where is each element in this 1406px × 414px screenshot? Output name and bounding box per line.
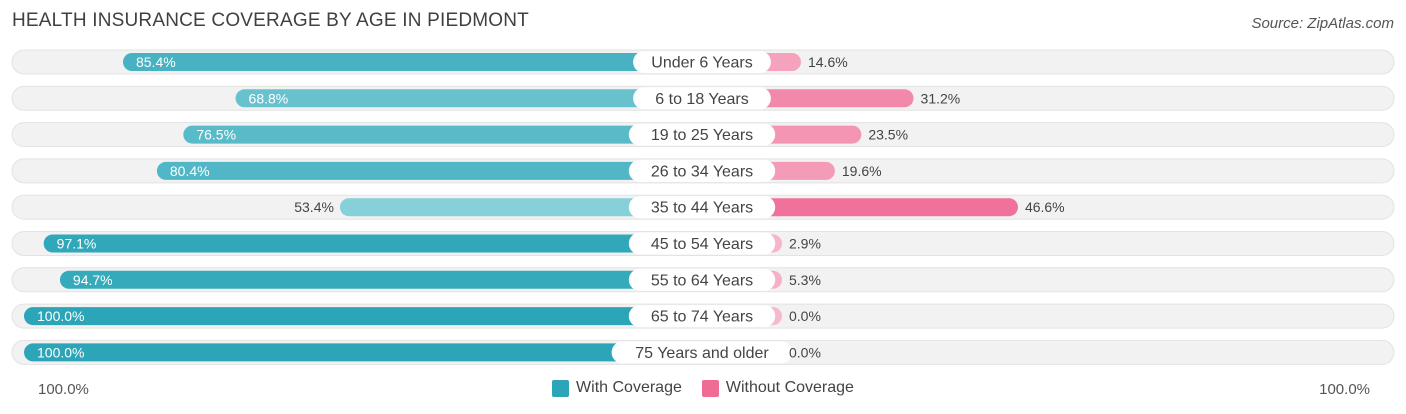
category-label: Under 6 Years xyxy=(651,55,752,72)
category-label: 55 to 64 Years xyxy=(651,272,753,289)
value-label-with-coverage: 76.5% xyxy=(196,127,236,143)
legend: With Coverage Without Coverage xyxy=(0,379,1406,397)
category-label: 26 to 34 Years xyxy=(651,163,753,180)
category-pill xyxy=(628,123,776,146)
value-label-without-coverage: 14.6% xyxy=(808,54,848,70)
category-pill xyxy=(611,341,793,364)
category-pill xyxy=(628,232,776,255)
bar-with-coverage xyxy=(43,234,703,253)
category-pill xyxy=(628,159,776,182)
legend-label-with-coverage: With Coverage xyxy=(576,379,682,396)
category-label: 6 to 18 Years xyxy=(655,91,748,108)
chart-title: HEALTH INSURANCE COVERAGE BY AGE IN PIED… xyxy=(12,10,529,31)
value-label-with-coverage: 80.4% xyxy=(170,163,210,179)
bar-with-coverage xyxy=(156,161,702,180)
category-label: 19 to 25 Years xyxy=(651,127,753,144)
category-label: 65 to 74 Years xyxy=(651,309,753,326)
category-pill xyxy=(628,196,776,219)
value-label-without-coverage: 2.9% xyxy=(789,236,821,252)
value-label-without-coverage: 0.0% xyxy=(789,344,821,360)
legend-item-with-coverage: With Coverage xyxy=(552,379,682,397)
category-label: 35 to 44 Years xyxy=(651,200,753,217)
bar-with-coverage xyxy=(235,89,702,108)
bar-with-coverage xyxy=(24,307,702,326)
value-label-with-coverage: 68.8% xyxy=(249,90,289,106)
bar-with-coverage xyxy=(24,343,702,362)
legend-item-without-coverage: Without Coverage xyxy=(701,379,854,397)
value-label-with-coverage: 100.0% xyxy=(37,344,84,360)
value-label-with-coverage: 100.0% xyxy=(37,308,84,324)
value-label-with-coverage: 97.1% xyxy=(57,236,97,252)
axis-right-label: 100.0% xyxy=(1319,381,1370,398)
axis-left-label: 100.0% xyxy=(38,381,89,398)
value-label-without-coverage: 19.6% xyxy=(842,163,882,179)
bar-with-coverage xyxy=(339,198,702,217)
bar-with-coverage xyxy=(59,270,702,289)
category-pill xyxy=(628,305,776,328)
legend-swatch-with-coverage xyxy=(552,379,570,397)
category-pill xyxy=(633,51,771,73)
value-label-with-coverage: 85.4% xyxy=(136,54,176,70)
value-label-with-coverage: 53.4% xyxy=(294,199,334,215)
bar-without-coverage xyxy=(702,198,1018,217)
legend-label-without-coverage: Without Coverage xyxy=(725,379,854,396)
value-label-without-coverage: 31.2% xyxy=(921,90,961,106)
category-label: 45 to 54 Years xyxy=(651,236,753,253)
legend-swatch-without-coverage xyxy=(701,379,719,397)
value-label-without-coverage: 0.0% xyxy=(789,308,821,324)
value-label-without-coverage: 46.6% xyxy=(1025,199,1065,215)
value-label-without-coverage: 5.3% xyxy=(789,272,821,288)
category-pill xyxy=(628,268,776,291)
source-credit: Source: ZipAtlas.com xyxy=(1251,15,1394,32)
value-label-without-coverage: 23.5% xyxy=(868,127,908,143)
bar-with-coverage xyxy=(122,53,703,71)
category-pill xyxy=(633,87,771,110)
category-label: 75 Years and older xyxy=(635,345,769,362)
bar-with-coverage xyxy=(183,125,702,144)
value-label-with-coverage: 94.7% xyxy=(73,272,113,288)
